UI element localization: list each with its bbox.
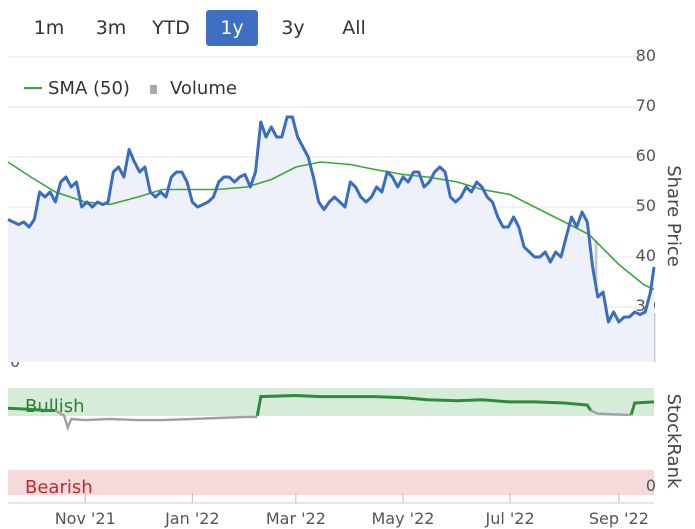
legend-volume-swatch bbox=[150, 85, 157, 94]
chart-legend: SMA (50) Volume bbox=[24, 78, 237, 99]
x-axis-ticks: Nov '21 Jan '22 Mar '22 May '22 Jul '22 Sep '… bbox=[55, 493, 649, 528]
legend-volume-label[interactable]: Volume bbox=[170, 78, 237, 99]
range-selector: 1m 3m YTD 1y 3y All bbox=[0, 0, 695, 56]
bullish-label: Bullish bbox=[25, 396, 85, 417]
legend-sma-label[interactable]: SMA (50) bbox=[48, 78, 130, 99]
sma-50-path bbox=[7, 161, 655, 291]
stockrank-segment-neutral bbox=[54, 409, 258, 432]
price-tick-label-40: 40 bbox=[636, 246, 656, 265]
price-area bbox=[8, 117, 654, 362]
stockrank-axis-title: StockRank bbox=[663, 394, 684, 489]
stockrank-axis-ticks: 0 bbox=[646, 476, 656, 495]
stockrank-tick-label-0: 0 bbox=[646, 476, 656, 495]
x-tick-label: Nov '21 bbox=[55, 509, 116, 528]
range-button-3y[interactable]: 3y bbox=[281, 17, 305, 39]
range-button-all[interactable]: All bbox=[342, 17, 366, 39]
range-button-1y[interactable]: 1y bbox=[206, 10, 258, 46]
x-tick-label: Jan '22 bbox=[164, 509, 220, 528]
stockrank-segment-neutral bbox=[590, 409, 632, 416]
price-tick-label-80: 80 bbox=[636, 46, 656, 65]
x-tick-label: Sep '22 bbox=[589, 509, 649, 528]
price-axis-title: Share Price bbox=[663, 165, 684, 267]
sma-line bbox=[7, 161, 655, 291]
x-tick-label: Mar '22 bbox=[266, 509, 326, 528]
x-tick-label: Jul '22 bbox=[484, 509, 534, 528]
price-tick-label-70: 70 bbox=[636, 96, 656, 115]
bearish-label: Bearish bbox=[25, 477, 93, 498]
stockrank-segment-bull bbox=[7, 406, 56, 412]
share-price-path bbox=[7, 115, 656, 324]
range-button-ytd[interactable]: YTD bbox=[152, 17, 190, 39]
range-button-3m[interactable]: 3m bbox=[95, 17, 127, 39]
price-tick-label-60: 60 bbox=[636, 146, 656, 165]
x-tick-label: May '22 bbox=[372, 509, 435, 528]
price-area-fill bbox=[8, 117, 654, 362]
range-button-1m[interactable]: 1m bbox=[33, 17, 65, 39]
price-tick-label-50: 50 bbox=[636, 196, 656, 215]
price-line bbox=[7, 115, 656, 324]
stockrank-segment-bull bbox=[629, 400, 655, 416]
bearish-band bbox=[8, 470, 654, 495]
stockrank-line bbox=[7, 393, 655, 432]
stockrank-segment-bull bbox=[255, 393, 593, 417]
